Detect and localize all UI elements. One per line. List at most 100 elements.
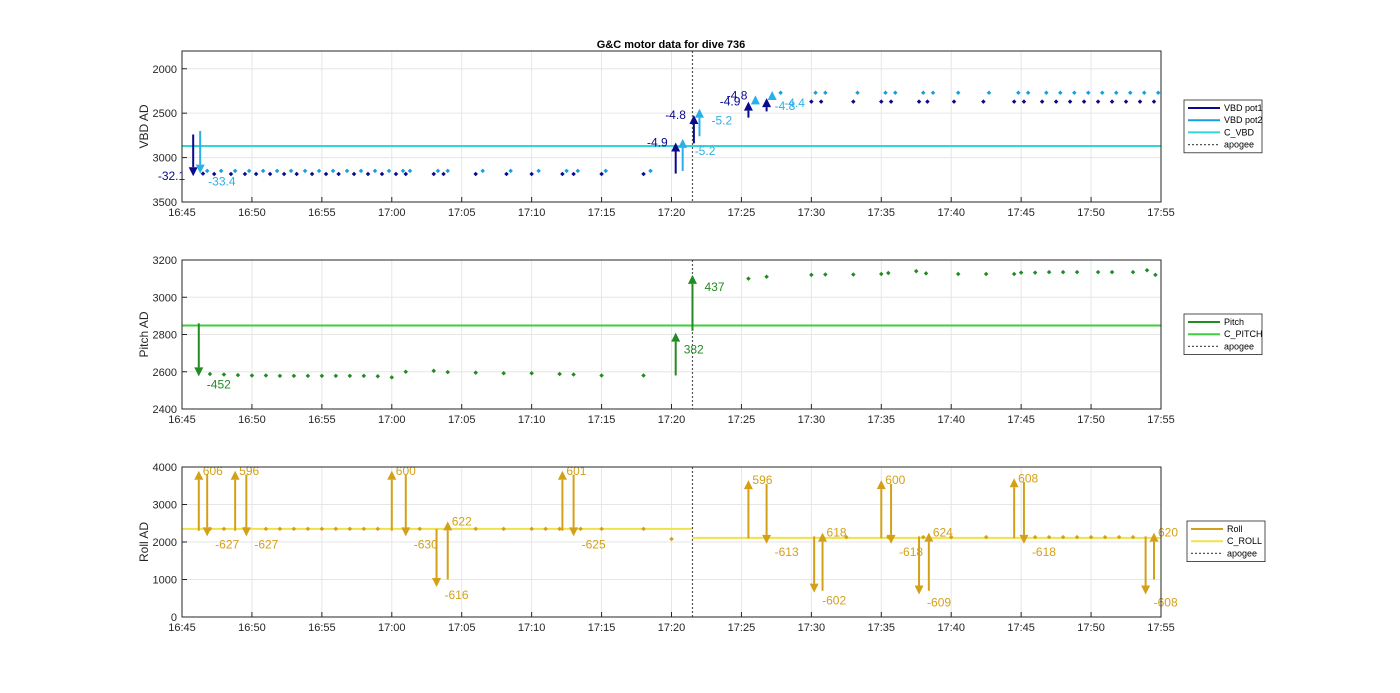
- data-point: [403, 369, 409, 375]
- arrow-label: -4.8: [727, 88, 748, 102]
- x-tick-label: 17:05: [448, 207, 476, 219]
- arrow-label: 437: [704, 280, 724, 294]
- arrow-head: [194, 367, 204, 377]
- arrow-head: [387, 470, 397, 480]
- x-tick-label: 17:25: [728, 207, 756, 219]
- data-point: [501, 526, 506, 532]
- data-point: [365, 171, 371, 177]
- data-point: [1074, 534, 1080, 540]
- x-tick-label: 17:35: [868, 414, 896, 426]
- legend-label: Pitch: [1224, 317, 1244, 327]
- data-point: [274, 168, 280, 174]
- arrow-head: [743, 480, 753, 490]
- data-point: [403, 171, 409, 177]
- arrow-head: [195, 164, 205, 174]
- x-tick-label: 17:40: [937, 207, 965, 219]
- data-point: [441, 171, 446, 177]
- y-tick-label: 3500: [153, 197, 177, 209]
- arrow-label: -608: [1154, 596, 1178, 610]
- data-point: [309, 171, 315, 177]
- data-point: [263, 526, 269, 532]
- data-point: [504, 171, 509, 177]
- x-tick-label: 17:55: [1147, 622, 1175, 634]
- data-point: [473, 370, 478, 375]
- arrow-head: [230, 470, 240, 480]
- arrow-label: -4.8: [665, 108, 686, 122]
- data-point: [288, 168, 294, 174]
- data-point: [823, 272, 828, 277]
- legend-label: apogee: [1224, 140, 1254, 150]
- data-layer: [182, 467, 1161, 617]
- arrow-label: 596: [752, 473, 772, 487]
- data-point: [1011, 271, 1017, 277]
- panel-3: 16:45 16:50 16:55 17:00 17:05 17:10 17:15 17:20…: [137, 462, 1266, 634]
- arrow-head: [1019, 534, 1029, 544]
- arrow-head: [202, 527, 212, 537]
- legend-label: Roll: [1227, 524, 1243, 534]
- arrow-head: [557, 470, 567, 480]
- data-point: [1086, 90, 1091, 96]
- data-point: [764, 274, 769, 280]
- arrow-head: [924, 532, 934, 542]
- arrow-head: [743, 101, 753, 111]
- arrow-head: [401, 527, 411, 537]
- x-tick-label: 16:55: [308, 207, 336, 219]
- panels: 16:45 16:50 16:55 17:00 17:05 17:10 17:15 17:20…: [137, 50, 1266, 634]
- data-point: [302, 168, 308, 174]
- x-tick-label: 17:45: [1007, 414, 1035, 426]
- data-point: [393, 171, 399, 177]
- data-point: [1116, 534, 1122, 540]
- data-point: [480, 168, 485, 174]
- data-point: [361, 373, 367, 379]
- arrow-head: [241, 527, 251, 537]
- x-tick-label: 17:20: [658, 622, 686, 634]
- arrow-head: [569, 527, 579, 537]
- arrow-head: [1141, 585, 1151, 595]
- arrow-head: [689, 114, 699, 124]
- x-tick-label: 17:10: [518, 207, 546, 219]
- arrow-label: 596: [239, 464, 259, 478]
- data-point: [431, 171, 437, 177]
- data-point: [372, 168, 378, 174]
- data-point: [351, 171, 357, 177]
- data-point: [431, 368, 437, 374]
- data-point: [920, 534, 926, 540]
- x-tick-label: 17:00: [378, 622, 406, 634]
- arrow-head: [687, 274, 697, 284]
- legend-label: VBD pot1: [1224, 103, 1263, 113]
- data-point: [375, 526, 381, 532]
- arrow-label: -33.4: [208, 175, 236, 189]
- arrow-head: [671, 142, 681, 152]
- x-tick-label: 17:10: [518, 622, 546, 634]
- data-point: [407, 168, 413, 174]
- data-point: [333, 373, 339, 379]
- x-tick-label: 17:55: [1147, 207, 1175, 219]
- x-tick-label: 17:45: [1007, 622, 1035, 634]
- y-axis-label: VBD AD: [137, 104, 151, 148]
- y-tick-label: 3200: [153, 255, 177, 267]
- arrow-label: -609: [927, 596, 951, 610]
- data-point: [1046, 534, 1052, 540]
- y-tick-label: 3000: [153, 153, 177, 165]
- data-point: [529, 370, 534, 376]
- arrow-label: -618: [899, 545, 923, 559]
- data-point: [389, 375, 395, 380]
- data-point: [1025, 90, 1031, 96]
- arrow-label: 601: [566, 464, 586, 478]
- arrow-head: [818, 532, 828, 542]
- data-point: [571, 372, 576, 377]
- data-point: [417, 526, 423, 532]
- arrow-head: [678, 138, 688, 148]
- x-tick-label: 16:45: [168, 622, 196, 634]
- arrow-head: [671, 332, 681, 342]
- data-point: [599, 373, 604, 378]
- arrow-head: [762, 98, 772, 108]
- arrow-label: 606: [203, 464, 223, 478]
- arrow-head: [767, 90, 777, 100]
- x-tick-label: 17:05: [448, 622, 476, 634]
- data-point: [347, 373, 353, 379]
- data-point: [333, 526, 339, 532]
- data-point: [260, 168, 266, 174]
